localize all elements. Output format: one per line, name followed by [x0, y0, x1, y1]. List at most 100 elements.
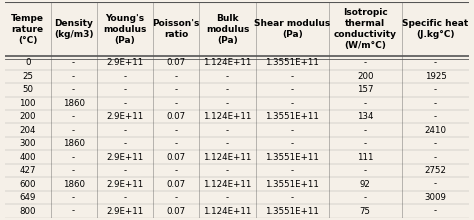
Text: Bulk
modulus
(Pa): Bulk modulus (Pa): [206, 14, 249, 45]
Text: 1860: 1860: [63, 180, 84, 189]
Text: 2410: 2410: [425, 126, 447, 135]
Text: 600: 600: [19, 180, 36, 189]
Text: 111: 111: [357, 153, 374, 162]
Text: Shear modulus
(Pa): Shear modulus (Pa): [254, 19, 330, 39]
Text: -: -: [226, 193, 229, 202]
Text: -: -: [434, 58, 437, 67]
Text: Young's
modulus
(Pa): Young's modulus (Pa): [103, 14, 146, 45]
Text: 0.07: 0.07: [167, 153, 186, 162]
Text: 0.07: 0.07: [167, 58, 186, 67]
Text: -: -: [123, 85, 127, 94]
Text: 1.124E+11: 1.124E+11: [203, 153, 252, 162]
Text: -: -: [291, 72, 294, 81]
Text: -: -: [434, 85, 437, 94]
Text: -: -: [72, 153, 75, 162]
Text: -: -: [291, 193, 294, 202]
Text: 1925: 1925: [425, 72, 447, 81]
Text: 2.9E+11: 2.9E+11: [106, 207, 144, 216]
Text: -: -: [226, 166, 229, 175]
Text: -: -: [226, 72, 229, 81]
Text: -: -: [123, 72, 127, 81]
Text: -: -: [123, 126, 127, 135]
Text: -: -: [72, 112, 75, 121]
Text: 3009: 3009: [425, 193, 447, 202]
Text: -: -: [226, 126, 229, 135]
Text: 100: 100: [19, 99, 36, 108]
Text: 0.07: 0.07: [167, 112, 186, 121]
Text: Poisson's
ratio: Poisson's ratio: [153, 19, 200, 39]
Text: 1860: 1860: [63, 99, 84, 108]
Text: -: -: [364, 99, 367, 108]
Text: 2.9E+11: 2.9E+11: [106, 112, 144, 121]
Text: 649: 649: [19, 193, 36, 202]
Text: 0: 0: [25, 58, 30, 67]
Text: -: -: [72, 166, 75, 175]
Text: -: -: [364, 139, 367, 148]
Text: -: -: [434, 153, 437, 162]
Text: -: -: [72, 126, 75, 135]
Text: 400: 400: [19, 153, 36, 162]
Text: 1.124E+11: 1.124E+11: [203, 207, 252, 216]
Text: 25: 25: [22, 72, 33, 81]
Text: -: -: [175, 72, 178, 81]
Text: 0.07: 0.07: [167, 207, 186, 216]
Text: 800: 800: [19, 207, 36, 216]
Text: -: -: [291, 139, 294, 148]
Text: -: -: [72, 207, 75, 216]
Text: -: -: [175, 193, 178, 202]
Text: 200: 200: [357, 72, 374, 81]
Text: 92: 92: [360, 180, 371, 189]
Text: -: -: [364, 126, 367, 135]
Text: -: -: [123, 193, 127, 202]
Text: 50: 50: [22, 85, 33, 94]
Text: Isotropic
thermal
conductivity
(W/m°C): Isotropic thermal conductivity (W/m°C): [334, 8, 397, 50]
Text: 1.3551E+11: 1.3551E+11: [265, 112, 319, 121]
Text: -: -: [226, 99, 229, 108]
Text: Density
(kg/m3): Density (kg/m3): [54, 19, 93, 39]
Text: -: -: [175, 166, 178, 175]
Text: 300: 300: [19, 139, 36, 148]
Text: -: -: [291, 85, 294, 94]
Text: -: -: [123, 139, 127, 148]
Text: Tempe
rature
(°C): Tempe rature (°C): [11, 14, 44, 45]
Text: -: -: [72, 85, 75, 94]
Text: -: -: [364, 166, 367, 175]
Text: 2.9E+11: 2.9E+11: [106, 58, 144, 67]
Text: -: -: [175, 85, 178, 94]
Text: 204: 204: [19, 126, 36, 135]
Text: -: -: [123, 166, 127, 175]
Text: -: -: [434, 180, 437, 189]
Text: Specific heat
(J.kg°C): Specific heat (J.kg°C): [402, 19, 469, 39]
Text: 200: 200: [19, 112, 36, 121]
Text: -: -: [226, 85, 229, 94]
Text: -: -: [123, 99, 127, 108]
Text: 427: 427: [19, 166, 36, 175]
Text: 1.124E+11: 1.124E+11: [203, 112, 252, 121]
Text: 134: 134: [357, 112, 374, 121]
Text: -: -: [291, 99, 294, 108]
Text: 1.3551E+11: 1.3551E+11: [265, 180, 319, 189]
Text: -: -: [434, 112, 437, 121]
Text: -: -: [434, 207, 437, 216]
Text: 1860: 1860: [63, 139, 84, 148]
Text: 2.9E+11: 2.9E+11: [106, 153, 144, 162]
Text: 1.3551E+11: 1.3551E+11: [265, 153, 319, 162]
Text: -: -: [364, 193, 367, 202]
Text: 1.124E+11: 1.124E+11: [203, 180, 252, 189]
Text: -: -: [175, 126, 178, 135]
Text: 1.124E+11: 1.124E+11: [203, 58, 252, 67]
Text: -: -: [364, 58, 367, 67]
Text: -: -: [226, 139, 229, 148]
Text: -: -: [72, 193, 75, 202]
Text: 1.3551E+11: 1.3551E+11: [265, 58, 319, 67]
Text: 1.3551E+11: 1.3551E+11: [265, 207, 319, 216]
Text: -: -: [434, 139, 437, 148]
Text: 0.07: 0.07: [167, 180, 186, 189]
Text: -: -: [434, 99, 437, 108]
Text: -: -: [291, 166, 294, 175]
Text: 2.9E+11: 2.9E+11: [106, 180, 144, 189]
Text: -: -: [175, 139, 178, 148]
Text: -: -: [72, 58, 75, 67]
Text: -: -: [72, 72, 75, 81]
Text: 157: 157: [357, 85, 374, 94]
